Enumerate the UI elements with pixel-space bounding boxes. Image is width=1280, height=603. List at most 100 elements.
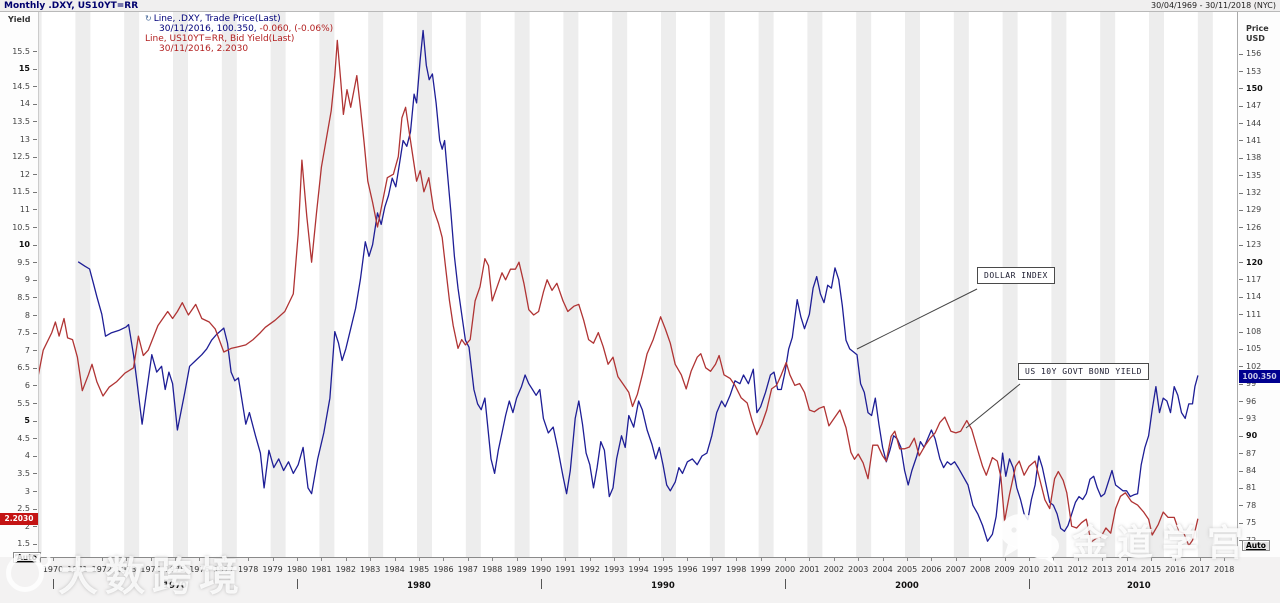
x-axis-year-label: 1986 [433,565,454,574]
y-axis-tick-mark [33,279,37,281]
x-axis-decade-tick [53,579,54,589]
y-axis-tick-label: 8.5 [17,292,30,302]
x-axis-year-label: 1997 [701,565,722,574]
x-axis-tick-mark [1077,558,1079,561]
annotation-dollar-index[interactable]: DOLLAR INDEX [977,267,1055,284]
y-axis-tick-mark [33,297,37,299]
right-axis-auto-button[interactable]: Auto [1242,540,1270,551]
x-axis-tick-mark [907,558,908,561]
annotation-bond-yield[interactable]: US 10Y GOVT BOND YIELD [1018,363,1149,380]
y-axis-tick-label: 7.5 [17,328,30,338]
y-axis-tick-mark [33,473,37,475]
x-axis-tick-mark [638,558,640,561]
y-axis-tick-mark [1239,262,1243,264]
y-axis-tick-mark [33,315,37,316]
y-axis-tick-label: 78 [1246,500,1257,510]
y-axis-tick-label: 3.5 [17,468,30,478]
y-axis-tick-mark [33,244,37,246]
y-axis-tick-label: 12.5 [12,152,30,162]
y-axis-tick-label: 11.5 [12,187,30,197]
x-axis-decade-label: 1980 [407,581,431,591]
x-axis-year-label: 2016 [1165,565,1186,574]
x-axis-year-label: 2003 [848,565,869,574]
x-axis-tick-mark [565,558,567,561]
date-range: 30/04/1969 - 30/11/2018 (NYC) [1151,1,1276,10]
y-axis-tick-label: 90 [1246,431,1258,441]
y-axis-tick-mark [33,51,37,52]
y-axis-tick-label: 114 [1246,292,1262,302]
right-axis-title: Price USD [1246,24,1269,44]
y-axis-tick-label: 96 [1246,396,1257,406]
y-axis-tick-label: 111 [1246,309,1262,319]
legend-dxy-change: -0.060, (-0.06%) [256,24,334,34]
y-axis-tick-mark [33,68,37,70]
x-axis-year-label: 1971 [67,565,88,574]
x-axis-tick-mark [321,558,323,561]
y-axis-tick-label: 9 [24,275,30,285]
y-axis-tick-mark [33,103,37,105]
x-axis-year-label: 1978 [238,565,259,574]
x-axis-year-label: 1995 [652,565,674,574]
y-axis-tick-mark [33,350,37,352]
y-axis-tick-mark [33,86,37,88]
x-axis-year-label: 1991 [555,565,576,574]
y-axis-tick-mark [1239,435,1243,437]
y-axis-tick-label: 84 [1246,466,1257,476]
y-axis-tick-mark [33,332,37,334]
y-axis-tick-label: 10.5 [12,222,30,232]
chart-legend: ↻ Line, .DXY, Trade Price(Last) 30/11/201… [145,14,333,54]
left-axis-auto-button[interactable]: Auto [13,552,41,563]
plot-area[interactable] [38,12,1238,557]
x-axis-tick-mark [955,558,957,561]
y-axis-tick-label: 9.5 [17,257,30,267]
y-axis-tick-mark [1239,105,1243,107]
x-axis-year-label: 1980 [286,565,308,574]
legend-row-dxy[interactable]: ↻ Line, .DXY, Trade Price(Last) [145,14,333,24]
x-axis-year-label: 1984 [384,565,405,574]
x-axis-year-label: 2014 [1116,565,1137,574]
yield-last-value-badge: 2.2030 [0,513,38,526]
y-axis-tick-mark [33,385,37,387]
x-axis-strip[interactable] [0,557,1280,603]
x-axis-year-label: 2005 [896,565,918,574]
y-axis-tick-mark [1239,505,1243,507]
legend-row-us10y[interactable]: Line, US10YT=RR, Bid Yield(Last) [145,34,333,44]
y-axis-tick-label: 2 [24,521,30,531]
y-axis-tick-label: 102 [1246,361,1262,371]
x-axis-tick-mark [1102,558,1104,561]
right-axis-title-line2: USD [1246,34,1265,43]
x-axis-year-label: 1977 [213,565,234,574]
x-axis-year-label: 2017 [1189,565,1210,574]
x-axis-year-label: 1976 [189,565,210,574]
x-axis-tick-mark [687,558,689,561]
x-axis-tick-mark [663,558,664,561]
y-axis-tick-mark [1239,522,1243,524]
y-axis-tick-mark [1239,71,1243,72]
x-axis-tick-mark [223,558,225,561]
y-axis-tick-label: 3 [24,486,30,496]
x-axis-tick-mark [345,558,347,561]
x-axis-year-label: 1985 [408,565,430,574]
x-axis-year-label: 1990 [530,565,552,574]
y-axis-tick-label: 144 [1246,118,1262,128]
x-axis-tick-mark [1053,558,1055,561]
y-axis-tick-mark [1239,331,1243,333]
x-axis-tick-mark [882,558,884,561]
x-axis-year-label: 2008 [970,565,991,574]
x-axis-tick-mark [931,558,933,561]
x-axis-tick-mark [443,558,445,561]
y-axis-tick-label: 132 [1246,188,1262,198]
legend-row-us10y-value: 30/11/2016, 2.2030 [145,44,333,54]
x-axis-year-label: 1989 [506,565,527,574]
y-axis-tick-label: 10 [18,240,30,250]
x-axis-tick-mark [785,558,786,561]
y-axis-tick-label: 6.5 [17,363,30,373]
y-axis-tick-label: 120 [1246,257,1263,267]
y-axis-tick-label: 126 [1246,222,1262,232]
left-axis-border [38,12,39,557]
y-axis-tick-mark [1239,348,1243,350]
legend-dxy-value: 30/11/2016, 100.350, [159,24,257,34]
x-axis-tick-mark [101,558,103,561]
x-axis-tick-mark [1029,558,1030,561]
y-axis-tick-mark [33,262,37,264]
